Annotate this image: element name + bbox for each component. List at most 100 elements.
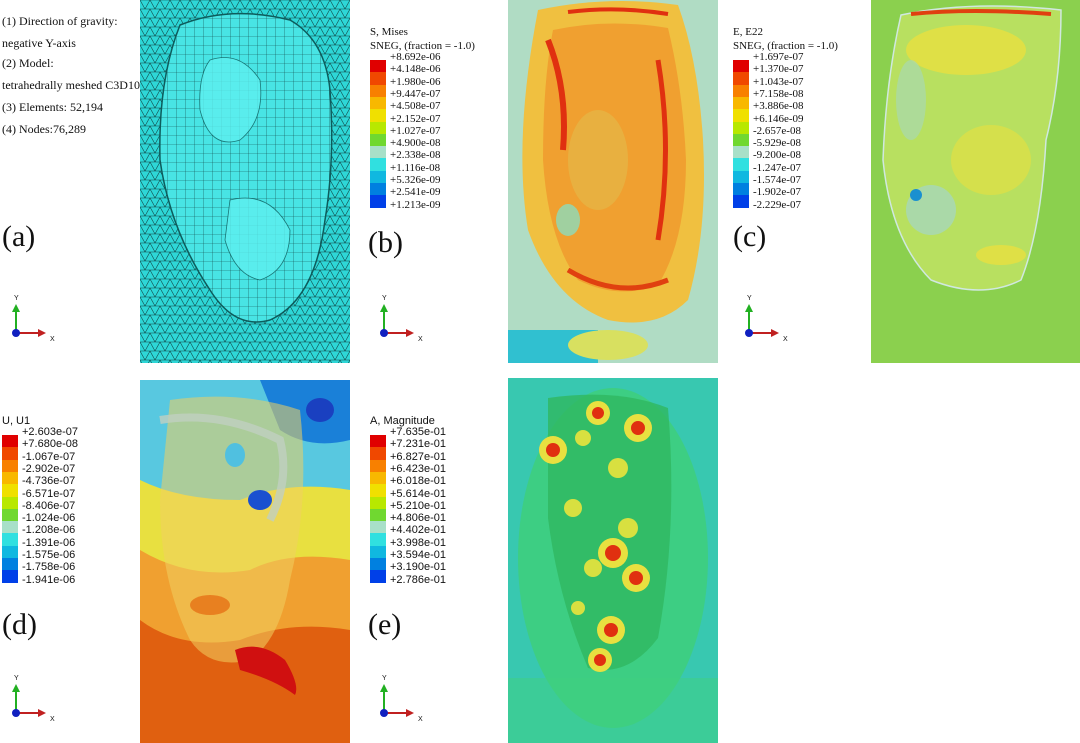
- legend-entry: -8.406e-07: [2, 500, 75, 522]
- legend-swatch: [370, 484, 386, 497]
- legend-value: +2.541e-09: [390, 186, 441, 199]
- legend-swatch: [733, 133, 749, 147]
- legend-entry: +6.018e-01: [370, 475, 446, 497]
- legend-scale: +1.697e-07 +1.370e-07 +1.043e-07 +7.158e-08…: [733, 51, 838, 222]
- legend-swatch: [370, 508, 386, 522]
- legend-value: -1.758e-06: [22, 561, 76, 574]
- legend-entry: +6.423e-01: [370, 463, 446, 485]
- legend-entry: +1.980e-06: [370, 76, 441, 97]
- legend-swatch: [370, 558, 386, 571]
- legend-swatch: [370, 158, 386, 171]
- legend-swatch: [370, 435, 386, 448]
- legend-swatch: [733, 158, 749, 171]
- legend-swatch: [733, 72, 749, 85]
- panel-label-e: (e): [368, 608, 402, 641]
- legend-value: +3.594e-01: [390, 549, 446, 561]
- mises-contour: [508, 0, 718, 363]
- legend-entry: +6.827e-01: [370, 451, 446, 472]
- legend-value: +1.043e-07: [753, 75, 804, 88]
- legend-value: -9.200e-08: [753, 149, 801, 162]
- legend-swatch: [2, 521, 18, 534]
- legend-entry: -1.024e-06: [2, 512, 75, 534]
- axis-x-label-e: X: [418, 716, 423, 723]
- legend-value: +1.116e-08: [390, 161, 441, 174]
- legend-entry: +8.692e-06: [370, 51, 441, 73]
- legend-title: U, U1: [2, 415, 31, 427]
- legend-swatch: [2, 435, 18, 448]
- legend-swatch: [2, 459, 18, 472]
- legend-swatch: [370, 133, 386, 147]
- legend-entry: +4.508e-07: [370, 100, 441, 122]
- legend-swatch: [370, 496, 386, 509]
- info-line-3: (2) Model:: [2, 56, 54, 70]
- legend-value: -1.024e-06: [22, 512, 76, 525]
- legend-swatch: [733, 96, 749, 110]
- legend-value: +3.998e-01: [390, 536, 446, 549]
- legend-entry: -9.200e-08: [733, 149, 801, 171]
- legend-entry: +4.900e-08: [370, 137, 441, 159]
- legend-swatch: [2, 484, 18, 497]
- axis-y-label-c: Y: [747, 295, 752, 302]
- legend-value: +6.827e-01: [390, 450, 446, 463]
- axis-triad-c: [745, 304, 779, 337]
- legend-mises: S, Mises SNEG, (fraction = -1.0) +8.692e…: [370, 25, 475, 222]
- a-magnitude-contour: [508, 378, 718, 743]
- axis-triad-a: [12, 304, 46, 337]
- legend-entry: +2.152e-07: [370, 113, 441, 134]
- info-line-6: (4) Nodes:76,289: [2, 122, 86, 136]
- panel-label-d: (d): [2, 608, 37, 641]
- legend-swatch: [370, 195, 386, 208]
- legend-u1: U, U1 +2.603e-07 +7.680e-08 -1.067e-07 -2.9…: [2, 414, 78, 597]
- legend-swatch: [370, 170, 386, 184]
- legend-value: +2.786e-01: [390, 573, 446, 586]
- axis-x-label-d: X: [50, 716, 55, 723]
- legend-value: +2.603e-07: [22, 426, 78, 438]
- mesh-plot: [140, 0, 350, 363]
- legend-value: -2.657e-08: [753, 124, 801, 137]
- legend-e22: E, E22 SNEG, (fraction = -1.0) +1.697e-0…: [733, 25, 838, 222]
- legend-value: +7.680e-08: [22, 438, 78, 451]
- legend-swatch: [370, 121, 386, 134]
- legend-entry: +7.680e-08: [2, 438, 78, 460]
- legend-value: +6.423e-01: [390, 462, 446, 475]
- legend-value: +5.614e-01: [390, 487, 446, 500]
- legend-entry: -1.208e-06: [2, 524, 75, 546]
- legend-entry: +3.594e-01: [370, 549, 446, 571]
- legend-value: +1.213e-09: [390, 198, 441, 211]
- info-line-5: (3) Elements: 52,194: [2, 100, 103, 114]
- mises-plot: [508, 0, 718, 363]
- legend-entry: +4.402e-01: [370, 524, 446, 546]
- legend-entry: -5.929e-08: [733, 137, 801, 159]
- axis-triad-e: [380, 684, 414, 717]
- legend-entry: +2.338e-08: [370, 149, 441, 171]
- legend-swatch: [370, 533, 386, 546]
- legend-value: +7.158e-08: [753, 87, 804, 100]
- legend-value: -2.229e-07: [753, 198, 801, 211]
- u1-contour: [140, 380, 350, 743]
- legend-value: +1.027e-07: [390, 124, 441, 137]
- axis-x-label-c: X: [783, 336, 788, 343]
- legend-entry: +4.806e-01: [370, 512, 446, 534]
- legend-entry: -2.657e-08: [733, 125, 801, 147]
- axis-triad-d: [12, 684, 46, 717]
- legend-swatch: [2, 508, 18, 522]
- legend-value: -1.067e-07: [22, 450, 76, 463]
- axis-triad-b: [380, 304, 414, 337]
- legend-swatch: [733, 84, 749, 97]
- legend-swatch: [2, 533, 18, 546]
- legend-value: +7.635e-01: [390, 426, 446, 438]
- legend-value: +1.697e-07: [753, 51, 804, 63]
- legend-value: +3.190e-01: [390, 561, 446, 574]
- panel-label-b: (b): [368, 226, 403, 259]
- mesh-image: [140, 0, 350, 363]
- u1-plot: [140, 380, 350, 743]
- legend-entry: +9.447e-07: [370, 88, 441, 110]
- legend-value: -6.571e-07: [22, 487, 76, 500]
- legend-value: +1.370e-07: [753, 63, 804, 76]
- legend-entry: -6.571e-07: [2, 488, 75, 509]
- info-line-4: tetrahedrally meshed C3D10: [2, 78, 140, 92]
- legend-swatch: [370, 471, 386, 485]
- legend-value: +4.508e-07: [390, 100, 441, 113]
- legend-title: A, Magnitude: [370, 415, 435, 427]
- legend-title: E, E22: [733, 26, 763, 38]
